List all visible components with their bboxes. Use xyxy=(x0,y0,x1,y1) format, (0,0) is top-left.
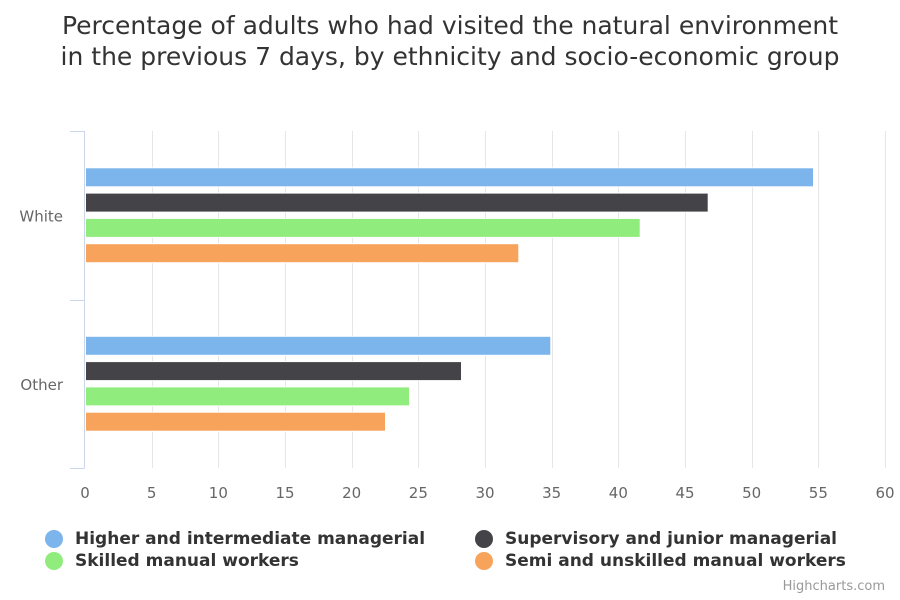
legend-label: Higher and intermediate managerial xyxy=(75,529,426,549)
chart-legend: Higher and intermediate managerial Superv… xyxy=(45,528,875,572)
legend-item-4[interactable]: Semi and unskilled manual workers xyxy=(475,551,846,571)
bar-other-series-3[interactable] xyxy=(85,386,410,407)
x-tick-label-25: 25 xyxy=(409,484,428,502)
x-tick-label-50: 50 xyxy=(742,484,761,502)
x-tick-label-30: 30 xyxy=(475,484,494,502)
legend-label: Semi and unskilled manual workers xyxy=(505,551,846,571)
x-tick-label-45: 45 xyxy=(675,484,694,502)
legend-swatch-icon xyxy=(45,530,63,548)
chart-title: Percentage of adults who had visited the… xyxy=(60,11,840,71)
x-tick-label-40: 40 xyxy=(609,484,628,502)
category-label-other: Other xyxy=(20,376,63,394)
legend-item-2[interactable]: Supervisory and junior managerial xyxy=(475,529,837,549)
legend-swatch-icon xyxy=(45,552,63,570)
x-tick-label-5: 5 xyxy=(147,484,157,502)
credits-link[interactable]: Highcharts.com xyxy=(782,579,885,594)
x-tick-label-35: 35 xyxy=(542,484,561,502)
bar-other-series-4[interactable] xyxy=(85,411,386,432)
legend-label: Supervisory and junior managerial xyxy=(505,529,837,549)
x-tick-label-55: 55 xyxy=(809,484,828,502)
bar-white-series-4[interactable] xyxy=(85,243,520,264)
legend-swatch-icon xyxy=(475,530,493,548)
legend-row: Higher and intermediate managerial Superv… xyxy=(45,528,875,550)
x-tick-label-15: 15 xyxy=(275,484,294,502)
legend-label: Skilled manual workers xyxy=(75,551,299,571)
legend-swatch-icon xyxy=(475,552,493,570)
legend-item-1[interactable]: Higher and intermediate managerial xyxy=(45,529,475,549)
x-tick-label-20: 20 xyxy=(342,484,361,502)
x-tick-label-0: 0 xyxy=(80,484,90,502)
bar-other-series-2[interactable] xyxy=(85,361,462,382)
bar-white-series-2[interactable] xyxy=(85,192,709,213)
category-label-white: White xyxy=(19,207,63,225)
x-tick-label-60: 60 xyxy=(875,484,894,502)
x-tick-label-10: 10 xyxy=(209,484,228,502)
bar-white-series-1[interactable] xyxy=(85,167,814,188)
bar-other-series-1[interactable] xyxy=(85,335,552,356)
legend-row: Skilled manual workers Semi and unskilled… xyxy=(45,550,875,572)
bar-white-series-3[interactable] xyxy=(85,217,641,238)
legend-item-3[interactable]: Skilled manual workers xyxy=(45,551,475,571)
